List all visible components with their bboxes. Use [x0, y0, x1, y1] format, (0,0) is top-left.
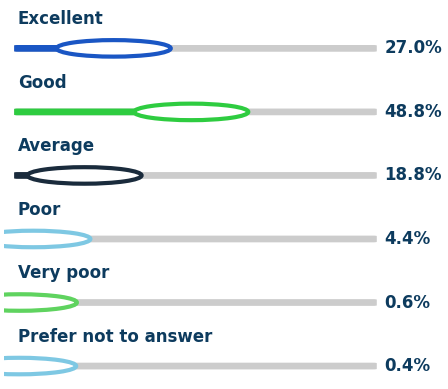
- Circle shape: [0, 294, 77, 311]
- Text: Good: Good: [17, 74, 66, 91]
- FancyBboxPatch shape: [14, 109, 195, 115]
- FancyBboxPatch shape: [14, 109, 377, 115]
- FancyBboxPatch shape: [14, 172, 88, 179]
- Circle shape: [134, 103, 248, 120]
- Text: 48.8%: 48.8%: [384, 103, 442, 121]
- Circle shape: [27, 167, 142, 184]
- Text: 27.0%: 27.0%: [384, 39, 442, 57]
- Text: Excellent: Excellent: [17, 10, 103, 28]
- Text: Poor: Poor: [17, 201, 61, 219]
- Bar: [17, 236, 33, 242]
- Bar: [17, 300, 20, 305]
- FancyBboxPatch shape: [14, 236, 377, 242]
- Text: 0.4%: 0.4%: [384, 357, 431, 375]
- Circle shape: [0, 231, 90, 247]
- Text: 0.6%: 0.6%: [384, 294, 430, 312]
- Text: 4.4%: 4.4%: [384, 230, 431, 248]
- Text: 18.8%: 18.8%: [384, 166, 442, 184]
- FancyBboxPatch shape: [14, 299, 377, 306]
- FancyBboxPatch shape: [14, 45, 117, 52]
- Circle shape: [0, 358, 76, 374]
- Bar: [17, 363, 19, 369]
- Circle shape: [56, 40, 171, 57]
- FancyBboxPatch shape: [14, 45, 377, 52]
- Text: Prefer not to answer: Prefer not to answer: [17, 328, 212, 346]
- Text: Very poor: Very poor: [17, 264, 109, 282]
- FancyBboxPatch shape: [14, 172, 377, 179]
- FancyBboxPatch shape: [14, 363, 377, 370]
- Text: Average: Average: [17, 137, 95, 155]
